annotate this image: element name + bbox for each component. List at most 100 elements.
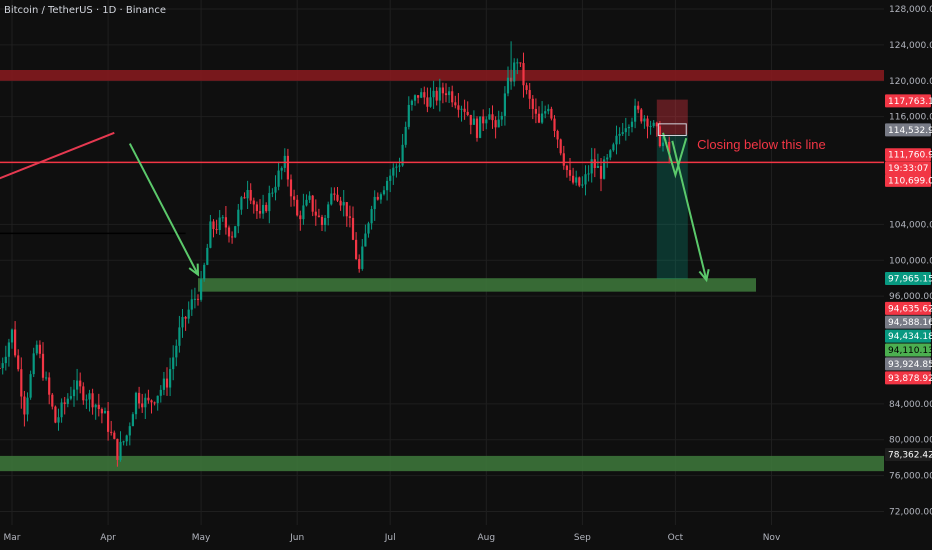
candle-body (596, 165, 599, 168)
y-tick-label[interactable]: 120,000.00 (889, 77, 932, 87)
chart-title: Bitcoin / TetherUS · 1D · Binance (4, 5, 166, 16)
candle-body (227, 227, 231, 237)
candle-body (460, 108, 463, 110)
candle-body (668, 141, 671, 154)
y-tick-label[interactable]: 128,000.00 (889, 5, 932, 15)
candle-body (200, 279, 203, 300)
candle-body (587, 173, 590, 175)
candle-body (131, 414, 134, 427)
candle-body (57, 417, 60, 423)
candle-body (324, 218, 327, 225)
candle-body (491, 114, 494, 121)
y-tick-label[interactable]: 80,000.00 (889, 436, 932, 446)
price-badge (885, 301, 931, 315)
candle-body (472, 118, 475, 125)
candle-body (258, 211, 262, 214)
candle-body (438, 87, 441, 101)
y-tick-label[interactable]: 76,000.00 (889, 472, 932, 482)
candle-body (537, 113, 541, 123)
price-badge-label: 94,110.13 (888, 346, 932, 356)
candle-body (215, 229, 218, 231)
candle-body (311, 195, 314, 212)
candle-body (48, 377, 51, 395)
price-badge-label: 114,532.96 (888, 126, 932, 136)
candle-body (265, 204, 268, 212)
candle-body (534, 108, 537, 114)
x-tick-label[interactable]: Aug (478, 533, 496, 543)
candle-body (624, 128, 627, 133)
gridlines (0, 0, 884, 525)
x-tick-label[interactable]: Apr (100, 533, 116, 543)
candle-body (302, 205, 305, 220)
candle-body (206, 247, 209, 265)
x-tick-label[interactable]: Jul (384, 533, 396, 543)
candle-body (367, 223, 370, 234)
candle-body (76, 380, 79, 390)
candle-body (286, 155, 289, 180)
candle-body (500, 115, 503, 120)
price-axis[interactable]: 128,000.00 124,000.00 120,000.00 116,000.00… (889, 5, 932, 518)
price-badge (885, 272, 931, 286)
candle-body (658, 126, 661, 147)
candle-body (107, 410, 110, 432)
candle-body (32, 353, 35, 375)
candle-body (389, 175, 392, 181)
y-tick-label[interactable]: 104,000.00 (889, 220, 932, 230)
candle-body (590, 159, 593, 174)
y-tick-label[interactable]: 100,000.00 (889, 256, 932, 266)
candle-body (559, 139, 562, 154)
candle-body (351, 217, 355, 240)
candle-body (599, 165, 603, 179)
candle-body (85, 399, 88, 401)
candle-body (407, 104, 410, 127)
candle-body (51, 394, 54, 407)
x-tick-label[interactable]: Sep (574, 533, 591, 543)
resistance-zone (0, 70, 884, 81)
candle-body (457, 105, 460, 110)
arrow-head (188, 263, 200, 277)
candle-body (293, 196, 296, 200)
x-tick-label[interactable]: May (192, 533, 211, 543)
candle-body (128, 426, 131, 436)
y-tick-label[interactable]: 72,000.00 (889, 508, 932, 518)
candle-body (333, 193, 336, 195)
price-badge-label: 97,965.15 (888, 275, 932, 285)
x-tick-label[interactable]: Mar (4, 533, 21, 543)
price-badge (885, 357, 931, 371)
candle-body (355, 239, 358, 260)
candle-body (184, 316, 187, 319)
x-tick-label[interactable]: Oct (668, 533, 684, 543)
candle-body (494, 120, 497, 128)
candle-body (116, 438, 119, 460)
candle-body (413, 95, 417, 101)
x-tick-label[interactable]: Nov (763, 533, 781, 543)
candle-body (441, 87, 444, 94)
candle-body (234, 226, 237, 238)
y-tick-label[interactable]: 124,000.00 (889, 41, 932, 51)
time-axis[interactable]: Mar Apr May Jun Jul Aug Sep Oct Nov (4, 533, 781, 543)
candle-body (429, 97, 432, 107)
price-badge (885, 315, 931, 329)
y-tick-label[interactable]: 84,000.00 (889, 400, 932, 410)
candle-body (519, 62, 522, 64)
candle-body (69, 396, 72, 399)
y-tick-label[interactable]: 116,000.00 (889, 113, 932, 123)
candle-body (506, 77, 510, 94)
candle-body (649, 125, 652, 127)
candle-body (181, 316, 184, 328)
candle-body (370, 209, 373, 224)
candle-body (268, 193, 271, 212)
candle-body (621, 132, 624, 134)
x-tick-label[interactable]: Jun (289, 533, 304, 543)
candle-body (603, 159, 606, 179)
candle-body (479, 116, 482, 138)
take-profit-zone (656, 134, 688, 280)
y-tick-label[interactable]: 96,000.00 (889, 292, 932, 302)
candle-body (110, 431, 113, 433)
candle-body (581, 184, 584, 186)
candle-body (10, 329, 14, 343)
candle-body (17, 355, 20, 370)
candle-body (615, 135, 618, 145)
